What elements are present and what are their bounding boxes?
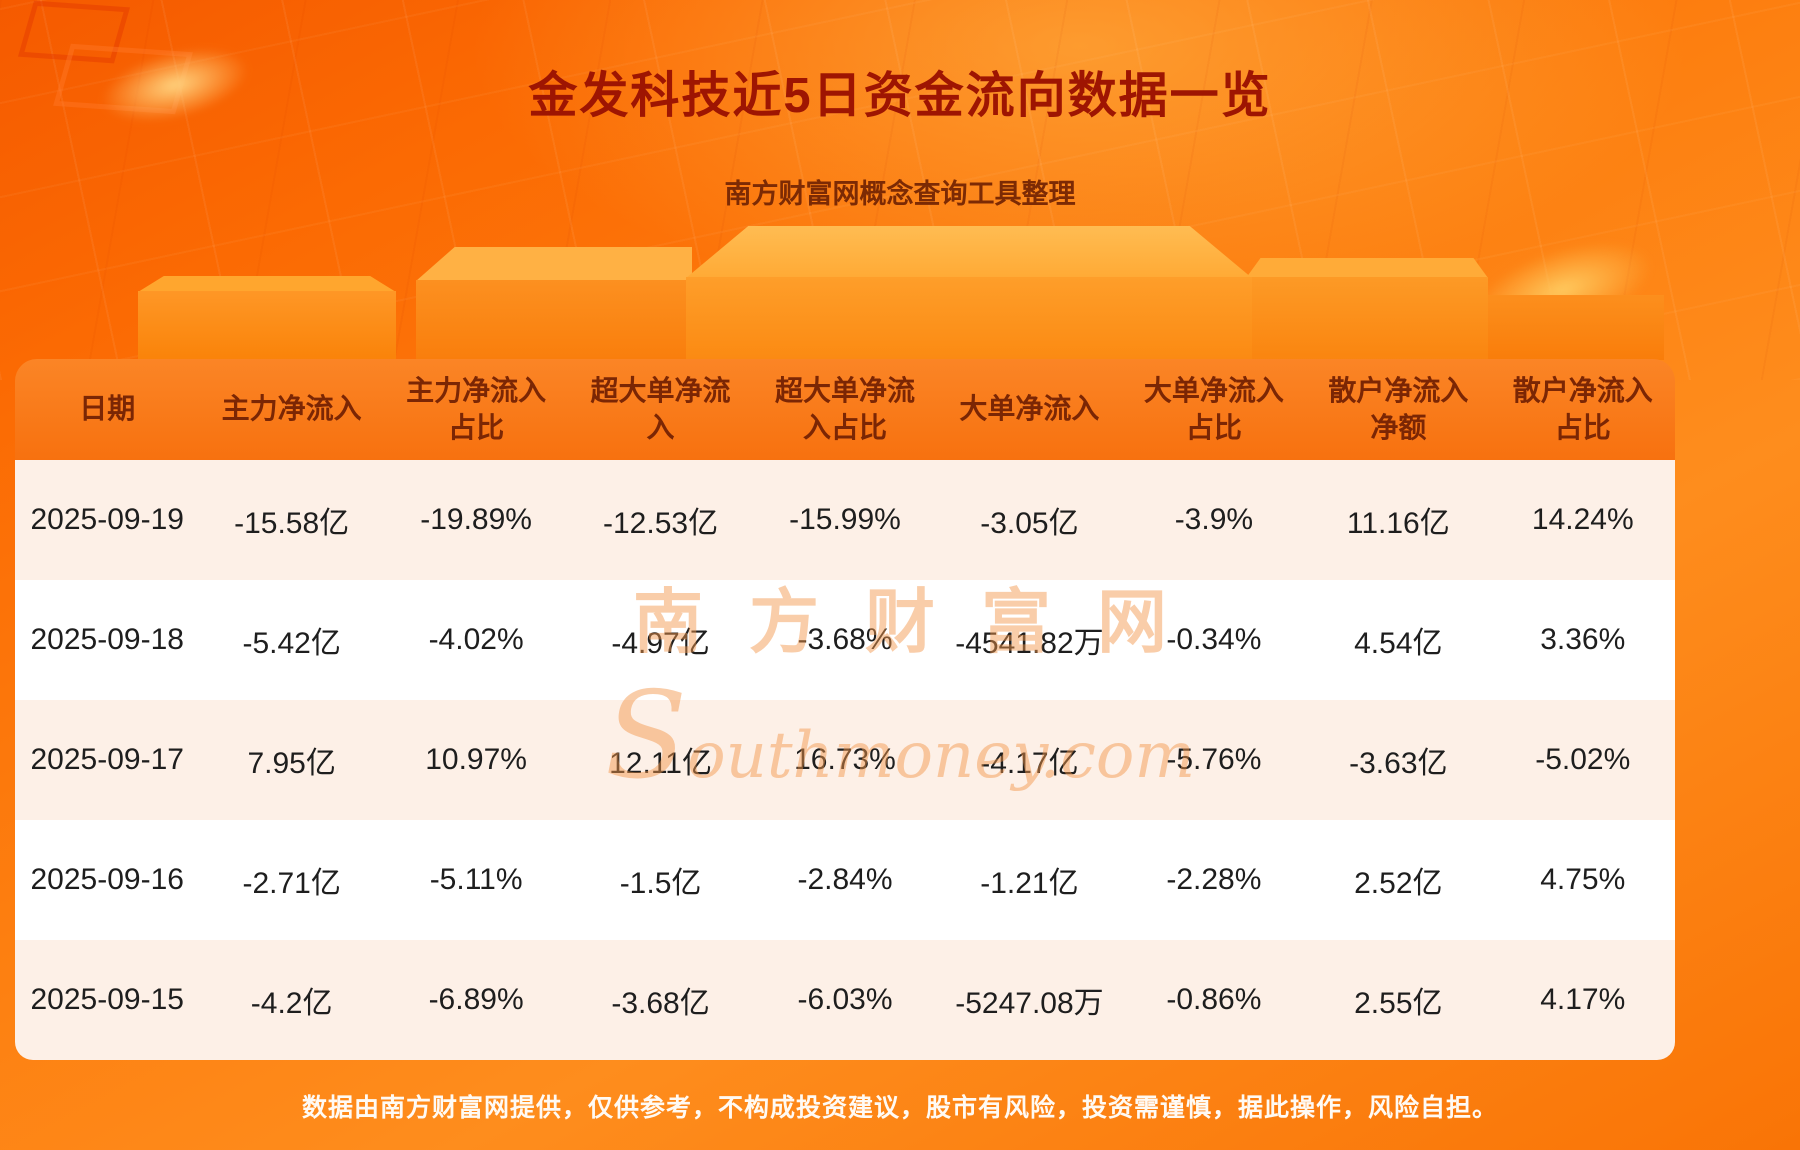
table-cell: -3.68亿	[611, 987, 710, 1020]
table-cell: 3.36%	[1540, 623, 1626, 656]
table-cell: -15.99%	[789, 503, 901, 536]
podium-box-decoration	[686, 277, 1252, 360]
podium-box-top-decoration	[686, 226, 1252, 278]
table-cell: -4.2亿	[250, 987, 333, 1020]
header-cell: 大单净流入	[959, 393, 1100, 425]
disclaimer-text: 数据由南方财富网提供，仅供参考，不构成投资建议，股市有风险，投资需谨慎，据此操作…	[301, 1094, 1498, 1122]
podium-box-decoration	[1488, 295, 1664, 360]
table-cell: 2025-09-16	[30, 863, 184, 896]
table-row: 2025-09-17 7.95亿 10.97% 12.11亿 16.73% -4.17亿 -…	[15, 700, 1675, 820]
table-cell: 4.17%	[1540, 983, 1626, 1016]
table-cell: 11.16亿	[1346, 507, 1450, 540]
header-cell: 主力净流入占比	[406, 375, 547, 443]
podium-box-top-decoration	[138, 276, 396, 292]
table-cell: -3.05亿	[980, 507, 1079, 540]
fund-flow-table: 日期 主力净流入 主力净流入占比 超大单净流入 超大单净流入占比 大单净流入 大单净流入占比…	[15, 359, 1675, 1060]
table-cell: -0.86%	[1166, 983, 1262, 1016]
table-cell: 10.97%	[425, 743, 527, 776]
page-subtitle: 南方财富网概念查询工具整理	[724, 179, 1076, 209]
table-cell: -5.42亿	[242, 627, 341, 660]
table-cell: -15.58亿	[234, 507, 350, 540]
table-cell: -6.89%	[428, 983, 524, 1016]
table-cell: -4.17亿	[980, 747, 1079, 780]
table-cell: 2025-09-15	[30, 983, 184, 1016]
table-cell: -4.97亿	[611, 627, 710, 660]
header-cell: 主力净流入	[221, 393, 362, 425]
table-cell: -6.03%	[797, 983, 893, 1016]
table-cell: -5.11%	[429, 863, 523, 896]
podium-box-top-decoration	[1246, 258, 1488, 278]
table-header-row: 日期 主力净流入 主力净流入占比 超大单净流入 超大单净流入占比 大单净流入 大单净流入占比…	[15, 359, 1675, 460]
header-cell: 大单净流入占比	[1143, 375, 1284, 443]
table-cell: -1.5亿	[619, 867, 702, 900]
table-cell: -2.84%	[797, 863, 893, 896]
table-cell: 2025-09-18	[30, 623, 184, 656]
podium-box-decoration	[1246, 277, 1488, 360]
table-cell: 16.73%	[794, 743, 896, 776]
table-cell: -12.53亿	[603, 507, 719, 540]
table-cell: 14.24%	[1531, 503, 1634, 536]
podium-box-decoration	[416, 280, 692, 360]
table-cell: -5.02%	[1535, 743, 1631, 776]
table-row: 2025-09-19 -15.58亿 -19.89% -12.53亿 -15.99% -3…	[15, 460, 1675, 580]
table-cell: -2.71亿	[242, 867, 341, 900]
header-cell: 散户净流入占比	[1512, 375, 1653, 443]
table-cell: -0.34%	[1166, 623, 1262, 656]
table-row: 2025-09-18 -5.42亿 -4.02% -4.97亿 -3.68% -4541.…	[15, 580, 1675, 700]
podium-box-decoration	[138, 291, 396, 360]
table-row: 2025-09-15 -4.2亿 -6.89% -3.68亿 -6.03% -5247.0…	[15, 940, 1675, 1060]
table-cell: -5.76%	[1166, 743, 1262, 776]
table-cell: -4541.82万	[955, 627, 1104, 660]
podium-box-top-decoration	[416, 247, 692, 281]
table-cell: 2.52亿	[1354, 867, 1443, 900]
table-cell: -19.89%	[420, 503, 532, 536]
table-body: 2025-09-19 -15.58亿 -19.89% -12.53亿 -15.99% -3…	[15, 460, 1675, 1060]
table-cell: 2025-09-17	[30, 743, 184, 776]
header-cell: 超大单净流入	[590, 375, 731, 443]
header-cell: 超大单净流入占比	[774, 375, 915, 443]
table-cell: -1.21亿	[980, 867, 1079, 900]
header-cell: 日期	[79, 393, 136, 425]
table-row: 2025-09-16 -2.71亿 -5.11% -1.5亿 -2.84% -1.21亿 -…	[15, 820, 1675, 940]
table-cell: -5247.08万	[955, 987, 1104, 1020]
table-cell: -4.02%	[428, 623, 524, 656]
table-cell: 2025-09-19	[30, 503, 184, 536]
table-cell: 2.55亿	[1354, 987, 1443, 1020]
table-cell: -3.9%	[1174, 503, 1254, 536]
table-cell: 7.95亿	[247, 747, 336, 780]
table-cell: 4.54亿	[1354, 627, 1443, 660]
table-cell: -3.63亿	[1349, 747, 1448, 780]
table-cell: 12.11亿	[609, 747, 712, 780]
table-cell: 4.75%	[1540, 863, 1626, 896]
table-cell: -3.68%	[797, 623, 893, 656]
page-title: 金发科技近5日资金流向数据一览	[528, 69, 1272, 123]
table-cell: -2.28%	[1166, 863, 1262, 896]
header-cell: 散户净流入净额	[1328, 375, 1469, 443]
